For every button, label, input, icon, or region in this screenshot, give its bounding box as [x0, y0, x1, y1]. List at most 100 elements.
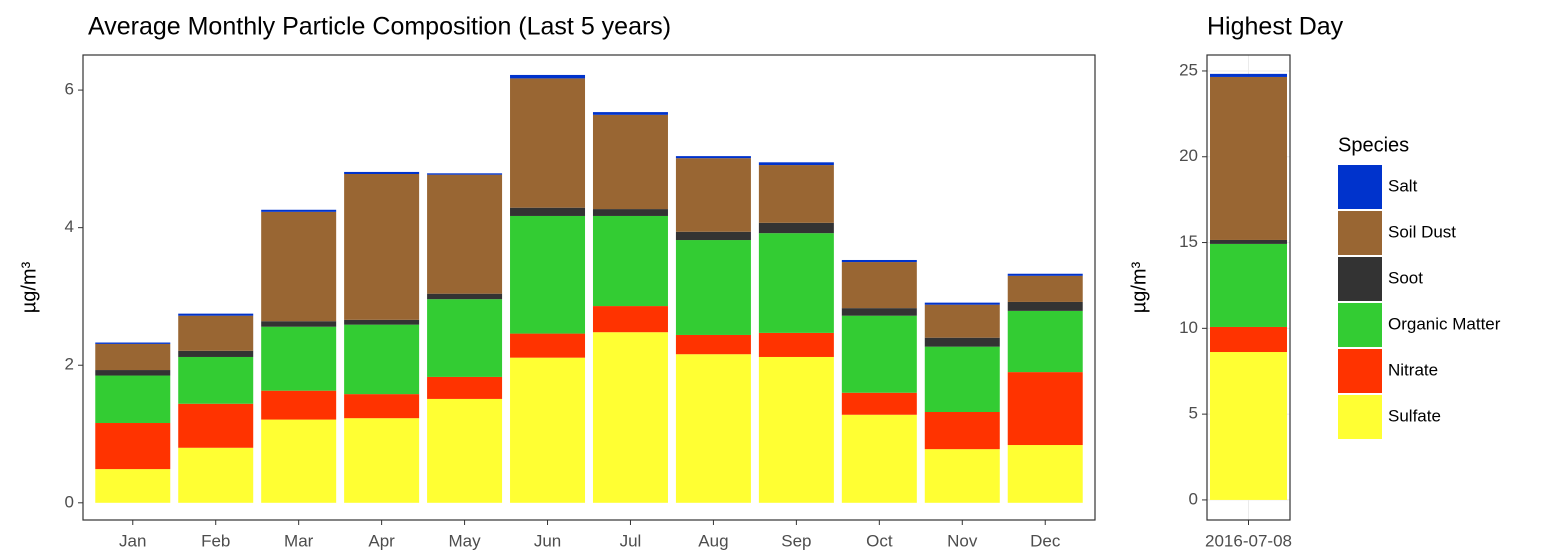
y-axis-title: µg/m³ [1128, 261, 1150, 313]
bar-segment [261, 390, 337, 420]
chart-title: Highest Day [1207, 13, 1344, 41]
bar-segment [592, 112, 668, 115]
bar-segment [841, 262, 917, 309]
legend-key [1338, 211, 1382, 255]
x-tick-label: Feb [201, 531, 230, 550]
bar-segment [924, 412, 1000, 450]
bar-segment [592, 332, 668, 503]
bar-segment [427, 398, 503, 503]
panel-border [82, 54, 1096, 521]
bar-segment [841, 414, 917, 503]
chart-title: Average Monthly Particle Composition (La… [88, 13, 671, 41]
bar-segment [427, 174, 503, 294]
bar-segment [675, 354, 751, 503]
x-tick-label: Apr [368, 531, 395, 550]
bar-segment [178, 356, 254, 404]
legend-label: Organic Matter [1388, 314, 1501, 333]
x-tick-label: Jan [119, 531, 146, 550]
bar-segment [344, 324, 420, 395]
x-tick-label: Aug [698, 531, 728, 550]
bar-segment [510, 333, 586, 358]
x-tick-label: May [449, 531, 482, 550]
bar-segment [95, 370, 171, 376]
y-tick-label: 5 [1189, 404, 1198, 423]
y-tick-label: 10 [1179, 318, 1198, 337]
legend-key [1338, 165, 1382, 209]
bar-segment [427, 299, 503, 377]
bar-segment [592, 209, 668, 216]
bar-segment [344, 174, 420, 320]
x-tick-label: Jul [620, 531, 642, 550]
y-tick-label: 4 [65, 217, 74, 236]
legend-title: Species [1338, 134, 1409, 156]
bar-segment [675, 156, 751, 159]
y-tick-label: 15 [1179, 232, 1198, 251]
bar-segment [1007, 301, 1083, 311]
legend-label: Salt [1388, 176, 1418, 195]
legend-key [1338, 349, 1382, 393]
x-tick-label: Nov [947, 531, 978, 550]
bar-segment [178, 313, 254, 316]
y-tick-label: 25 [1179, 60, 1198, 79]
y-axis-title: µg/m³ [18, 261, 40, 313]
x-tick-label: 2016-07-08 [1205, 531, 1292, 550]
bar-segment [1210, 76, 1287, 240]
bar-segment [510, 357, 586, 503]
bar-segment [427, 173, 503, 175]
legend-label: Nitrate [1388, 360, 1438, 379]
bar-segment [344, 319, 420, 325]
bar-segment [1007, 273, 1083, 276]
y-tick-label: 0 [65, 492, 74, 511]
bar-segment [95, 375, 171, 424]
legend-label: Soot [1388, 268, 1423, 287]
legend-key [1338, 303, 1382, 347]
bar-segment [592, 215, 668, 307]
bar-segment [841, 259, 917, 263]
bar-segment [675, 334, 751, 355]
bar-segment [1007, 445, 1083, 503]
x-tick-label: Mar [284, 531, 314, 550]
bar-segment [178, 403, 254, 448]
bar-segment [178, 315, 254, 351]
legend-key [1338, 257, 1382, 301]
bar-segment [924, 302, 1000, 305]
bar-segment [1210, 243, 1287, 327]
bar-segment [510, 207, 586, 216]
legend-key [1338, 395, 1382, 439]
bar-segment [95, 423, 171, 470]
x-tick-label: Sep [781, 531, 811, 550]
y-tick-label: 6 [65, 80, 74, 99]
bar-segment [95, 469, 171, 503]
bar-segment [1210, 352, 1287, 500]
bar-segment [178, 447, 254, 503]
bar-segment [675, 231, 751, 241]
x-tick-label: Dec [1030, 531, 1061, 550]
bar-segment [758, 233, 834, 333]
x-tick-label: Jun [534, 531, 561, 550]
bar-segment [758, 162, 834, 166]
bar-segment [841, 308, 917, 316]
legend-label: Soil Dust [1388, 222, 1456, 241]
bar-segment [592, 306, 668, 333]
y-tick-label: 2 [65, 355, 74, 374]
bar-segment [427, 376, 503, 399]
bar-segment [758, 356, 834, 503]
bar-segment [261, 209, 337, 212]
bar-segment [1210, 326, 1287, 353]
bar-segment [924, 337, 1000, 347]
bar-segment [344, 171, 420, 175]
bar-segment [261, 419, 337, 503]
bar-segment [261, 326, 337, 391]
bar-segment [510, 74, 586, 79]
bar-segment [924, 304, 1000, 338]
bar-segment [675, 158, 751, 232]
panel-border [1206, 54, 1291, 521]
bar-segment [1007, 310, 1083, 373]
y-tick-label: 20 [1179, 146, 1198, 165]
bar-segment [841, 392, 917, 415]
bar-segment [841, 315, 917, 393]
bar-segment [1210, 239, 1287, 244]
bar-segment [924, 449, 1000, 503]
bar-segment [95, 342, 171, 344]
